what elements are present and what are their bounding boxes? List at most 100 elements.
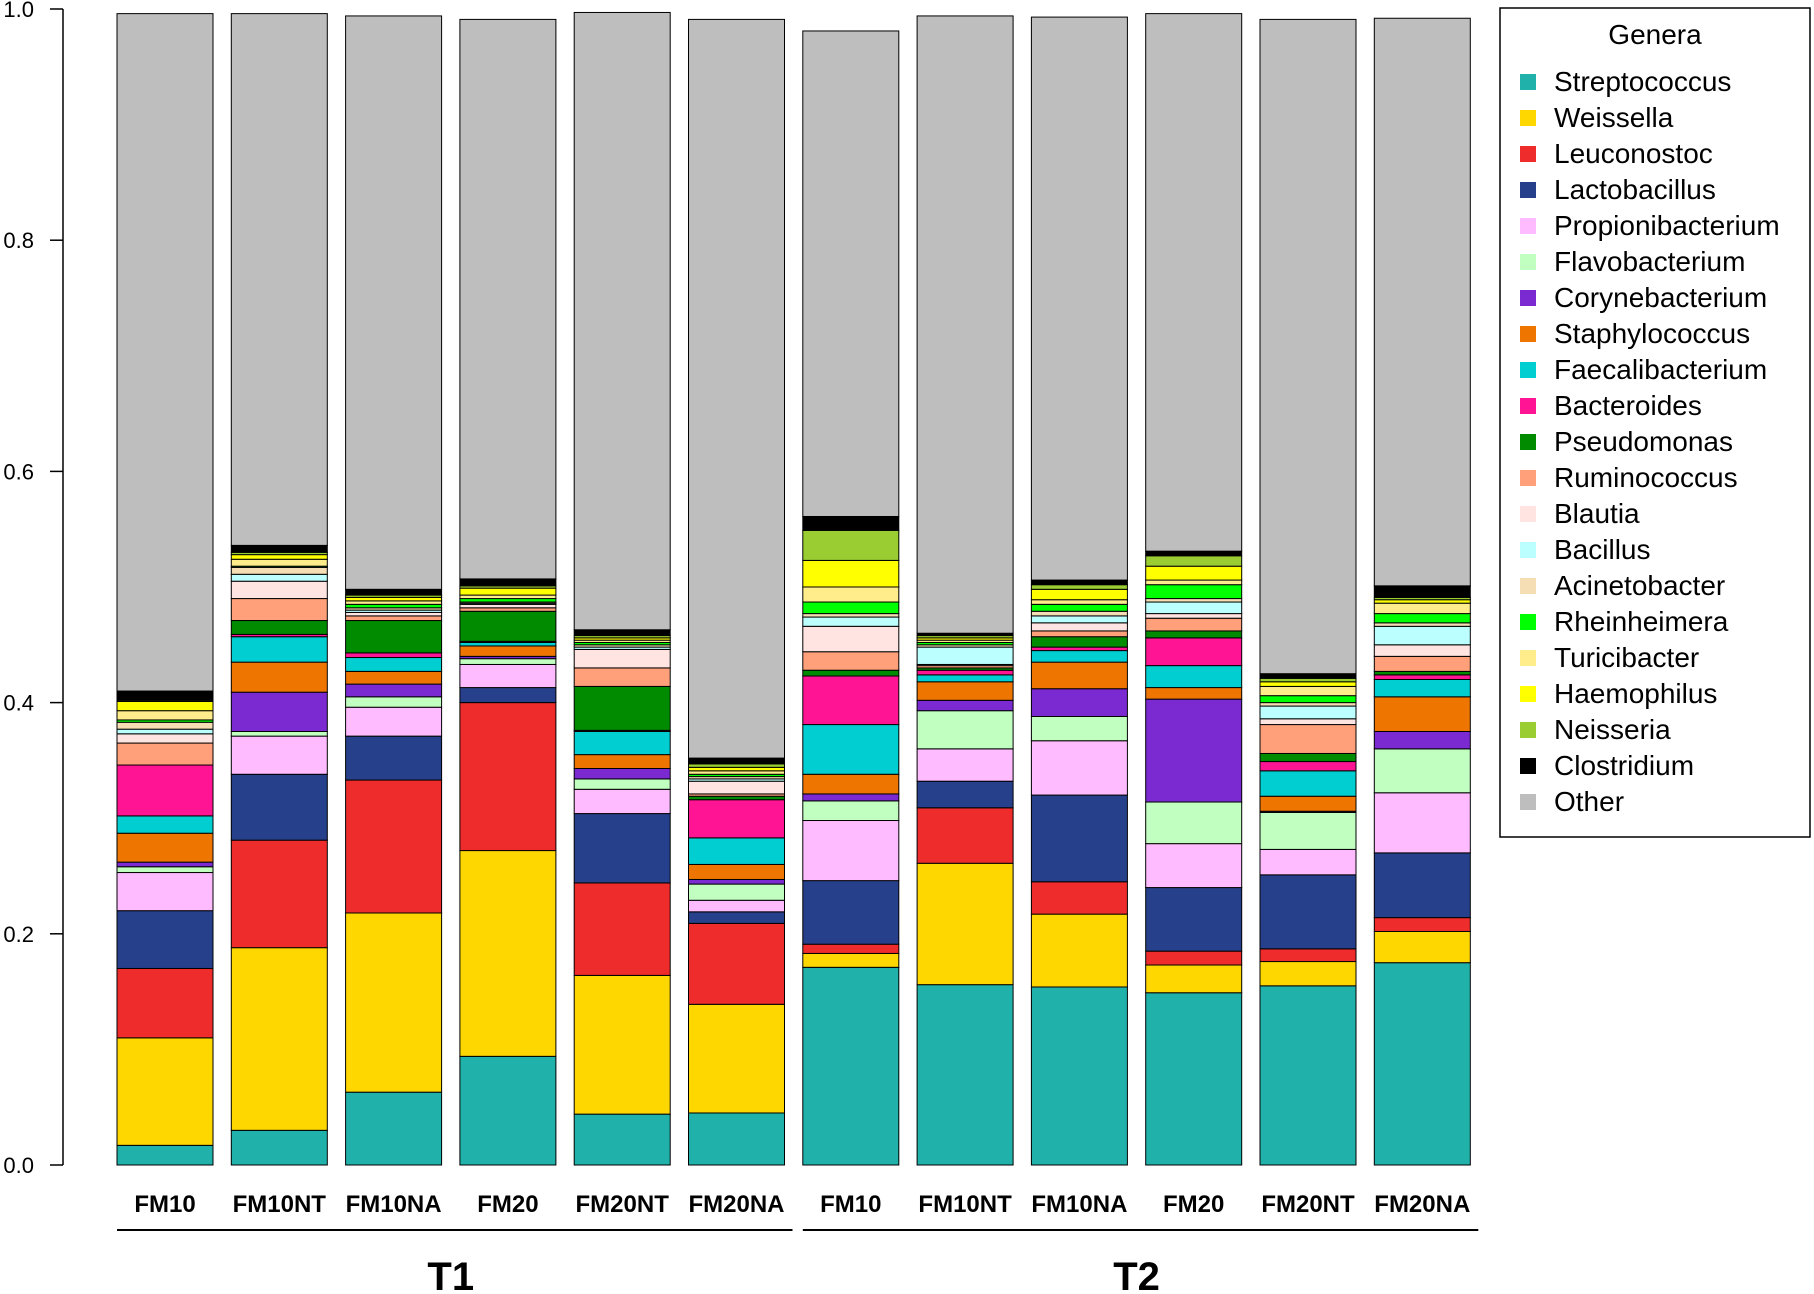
bar-segment	[1030, 579, 1128, 586]
bar-segment	[1373, 696, 1471, 733]
x-tick-label: FM10NT	[233, 1191, 327, 1218]
group-brackets: T1 T2	[117, 1229, 1479, 1294]
bar-segment	[116, 1037, 214, 1146]
legend-swatch	[1520, 794, 1536, 810]
bar-segment	[1030, 646, 1128, 652]
bar-segment	[230, 554, 328, 560]
x-tick-label: FM20NA	[1374, 1191, 1470, 1218]
legend-label: Bacillus	[1554, 534, 1650, 565]
bar-segment	[1030, 636, 1128, 648]
bar-segment	[345, 588, 443, 596]
legend-swatch	[1520, 146, 1536, 162]
bar-segment	[230, 731, 328, 737]
bar-segment	[688, 899, 785, 913]
bar-segment	[802, 669, 900, 677]
bar-segment	[802, 675, 900, 726]
bar-segment	[1259, 961, 1357, 987]
legend-title: Genera	[1608, 19, 1702, 50]
bar-segment	[345, 652, 443, 659]
bar-segment	[230, 558, 328, 567]
x-tick-label: FM10NT	[918, 1191, 1012, 1218]
bar-segment	[802, 515, 900, 531]
bar-segment	[1373, 852, 1471, 919]
bar-segment	[1145, 887, 1243, 952]
bar-segment	[1030, 688, 1128, 717]
bar-segment	[916, 748, 1014, 782]
bar-segment	[916, 807, 1014, 864]
bar-segment	[116, 733, 214, 744]
bar-segment	[345, 600, 443, 605]
legend-swatch	[1520, 722, 1536, 738]
bar-stack	[573, 11, 671, 1166]
bar-segment	[116, 13, 214, 692]
bar-segment	[1030, 715, 1128, 742]
bar-segment	[1145, 801, 1243, 845]
bar-segment	[916, 15, 1014, 634]
bar-segment	[1145, 843, 1243, 889]
bar-segment	[230, 661, 328, 693]
legend-label: Clostridium	[1554, 750, 1694, 781]
bar-segment	[688, 770, 785, 775]
bar-segment	[688, 878, 785, 885]
bar-segment	[1145, 550, 1243, 557]
bar-segment	[1259, 695, 1357, 704]
bar-segment	[688, 766, 785, 772]
bar-stack	[345, 15, 443, 1166]
legend-swatch	[1520, 614, 1536, 630]
bar-segment	[688, 18, 785, 759]
bar-segment	[116, 967, 214, 1039]
y-tick-label: 0.4	[3, 691, 34, 716]
bar-segment	[916, 674, 1014, 683]
bar-stack	[116, 13, 214, 1166]
bar-segment	[345, 620, 443, 654]
legend-swatch	[1520, 650, 1536, 666]
legend-label: Rheinheimera	[1554, 606, 1729, 637]
bar-segment	[573, 11, 671, 631]
bar-segment	[1373, 655, 1471, 672]
bar-segment	[1030, 603, 1128, 612]
bar-segment	[345, 706, 443, 737]
bar-segment	[1145, 992, 1243, 1166]
bar-segment	[459, 645, 557, 657]
x-axis-labels: FM10 FM10NT FM10NA FM20 FM20NT FM20NA FM10 FM10…	[134, 1191, 1470, 1218]
y-tick-label: 0.6	[3, 459, 34, 484]
bar-segment	[1030, 913, 1128, 988]
bar-segment	[916, 669, 1014, 676]
legend: Genera Streptococcus Weissella Leuconostoc…	[1499, 7, 1811, 838]
bar-segment	[802, 625, 900, 653]
bar-segment	[230, 573, 328, 582]
bar-segment	[345, 779, 443, 914]
bar-segment	[1030, 740, 1128, 796]
bar-segment	[1259, 681, 1357, 687]
bar-segment	[1030, 661, 1128, 690]
bar-segment	[573, 754, 671, 769]
bar-stack	[459, 18, 557, 1166]
x-tick-label: FM20	[477, 1191, 538, 1218]
bar-segment	[230, 839, 328, 949]
bar-segment	[230, 636, 328, 663]
legend-swatch	[1520, 182, 1536, 198]
legend-swatch	[1520, 398, 1536, 414]
bar-segment	[1145, 601, 1243, 615]
bar-segment	[573, 882, 671, 976]
bar-segment	[1259, 811, 1357, 850]
x-tick-label: FM20NT	[1261, 1191, 1355, 1218]
bar-segment	[688, 757, 785, 765]
bar-segment	[802, 30, 900, 517]
legend-swatch	[1520, 686, 1536, 702]
legend-swatch	[1520, 254, 1536, 270]
bar-segment	[1145, 598, 1243, 603]
bar-segment	[459, 850, 557, 1057]
bar-segment	[459, 594, 557, 600]
bar-segment	[1030, 650, 1128, 663]
bar-segment	[116, 742, 214, 766]
bar-stack	[1030, 16, 1128, 1166]
bar-segment	[1259, 705, 1357, 720]
bar-segment	[1145, 698, 1243, 803]
bar-segment	[1259, 677, 1357, 683]
bar-segment	[230, 13, 328, 546]
bar-segment	[802, 793, 900, 802]
bar-segment	[688, 763, 785, 768]
bar-segment	[802, 943, 900, 954]
